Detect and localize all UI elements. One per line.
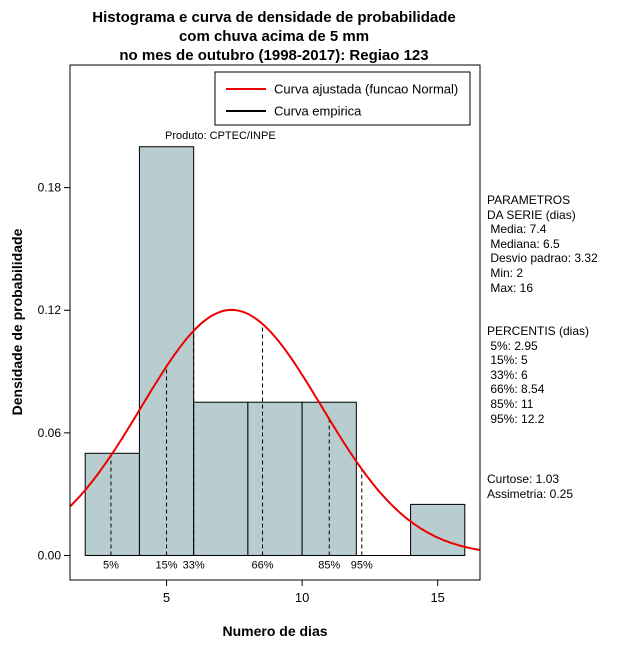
stats-line: Media: 7.4 xyxy=(487,222,547,237)
stats-line: 5%: 2.95 xyxy=(487,338,538,353)
histogram-bar xyxy=(410,503,466,556)
stats-line: Min: 2 xyxy=(487,265,524,280)
percentile-label: 5% xyxy=(103,559,119,571)
y-tick-label: 0.18 xyxy=(38,181,62,195)
x-tick-label: 10 xyxy=(295,590,309,605)
y-tick-label: 0.12 xyxy=(38,303,62,317)
stats-line: Desvio padrao: 3.32 xyxy=(487,251,598,266)
y-tick-label: 0.06 xyxy=(38,426,62,440)
stats-line: Assimetria: 0.25 xyxy=(487,486,574,501)
x-axis-label: Numero de dias xyxy=(222,623,328,639)
histogram-bar xyxy=(84,452,140,556)
histogram-bar xyxy=(138,146,195,556)
series-parameters-block: PARAMETROS DA SERIE (dias) Media: 7.4 Me… xyxy=(487,193,639,295)
moments-block: Curtose: 1.03 Assimetria: 0.25 xyxy=(487,472,639,501)
chart-title-line3: no mes de outubro (1998-2017): Regiao 12… xyxy=(119,47,429,64)
product-annotation: Produto: CPTEC/INPE xyxy=(165,130,276,142)
stats-line: Curtose: 1.03 xyxy=(487,472,560,486)
stats-line: Max: 16 xyxy=(487,280,534,295)
histogram-bar xyxy=(193,401,249,556)
x-tick-label: 5 xyxy=(163,590,170,605)
y-axis-label: Densidade de probabilidade xyxy=(9,228,25,416)
legend-label: Curva empirica xyxy=(274,104,362,119)
plot-border xyxy=(69,64,481,581)
stats-line: 95%: 12.2 xyxy=(487,411,545,426)
stats-line: PERCENTIS (dias) xyxy=(487,324,590,338)
stats-line: 33%: 6 xyxy=(487,367,528,382)
stats-line: Mediana: 6.5 xyxy=(487,236,560,251)
percentile-label: 33% xyxy=(183,559,205,571)
percentiles-block: PERCENTIS (dias) 5%: 2.95 15%: 5 33%: 6 … xyxy=(487,324,639,426)
percentile-label: 66% xyxy=(252,559,274,571)
histogram-bar xyxy=(247,401,303,556)
x-tick-label: 15 xyxy=(430,590,444,605)
percentile-label: 15% xyxy=(156,559,178,571)
legend-label: Curva ajustada (funcao Normal) xyxy=(274,82,458,97)
chart-title-line2: com chuva acima de 5 mm xyxy=(178,28,370,45)
stats-line: DA SERIE (dias) xyxy=(487,207,576,222)
chart-title-line1: Histograma e curva de densidade de proba… xyxy=(92,9,456,26)
y-tick-label: 0.00 xyxy=(38,548,62,562)
normal-curve xyxy=(69,308,481,551)
legend-box xyxy=(214,71,471,126)
chart-title: Histograma e curva de densidade de proba… xyxy=(0,8,548,65)
plot-svg: 5% 15% 33% 66% 85% 95% 5 10 15 0.00 0.06 0.12 0.18 Pr… xyxy=(38,64,481,605)
stats-line: 15%: 5 xyxy=(487,353,528,368)
percentile-label: 85% xyxy=(318,559,340,571)
stats-line: PARAMETROS xyxy=(487,193,571,207)
stats-line: 85%: 11 xyxy=(487,396,534,411)
stats-line: 66%: 8.54 xyxy=(487,382,545,397)
percentile-label: 95% xyxy=(351,559,373,571)
